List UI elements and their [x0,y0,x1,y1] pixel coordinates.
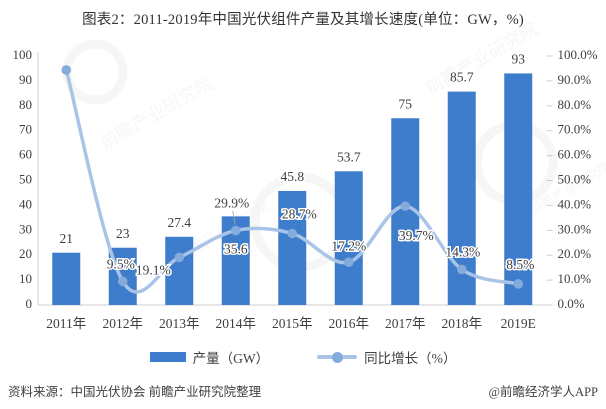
bar-2019E [504,73,533,306]
line-marker-2017年 [400,201,411,211]
right-axis-tick-label: 90.0% [558,72,592,87]
x-axis-category-label: 2014年 [216,316,257,331]
bar-value-label: 35.6 [224,241,248,256]
bar-value-label: 27.4 [167,215,191,230]
x-axis-category-label: 2016年 [329,316,370,331]
right-axis-tick-label: 40.0% [558,196,592,211]
x-axis-category-label: 2018年 [442,316,483,331]
watermark-logo-icon [62,39,128,105]
x-axis-category-label: 2013年 [159,316,200,331]
line-marker-2012年 [117,276,128,287]
line-marker-2019E [513,279,524,289]
line-marker-2015年 [287,228,298,239]
line-marker-icon [332,351,344,363]
footer: 资料来源：中国光伏协会 前瞻产业研究院整理 @前瞻经济学人APP [8,381,598,400]
line-swatch-icon [317,351,358,363]
line-value-label: 8.5% [506,257,534,272]
line-value-label: 28.7% [282,207,317,222]
legend-growth-label: 同比增长（%） [364,351,457,366]
legend: 产量（GW） 同比增长（%） [0,347,606,367]
bar-swatch-icon [149,352,186,362]
chart-title: 图表2：2011-2019年中国光伏组件产量及其增长速度(单位：GW，%) [82,12,524,28]
right-axis-tick-label: 80.0% [558,97,592,112]
line-value-label: 17.2% [331,238,366,253]
axes: 0 10 20 30 40 50 60 70 80 90 100 0.0% 10.0% 20.0% 30.0… [13,47,598,331]
right-axis-tick-label: 0.0% [558,296,585,311]
line-marker-2014年 [230,225,241,236]
right-axis-tick-label: 70.0% [558,122,592,137]
line-value-label: 39.7% [399,228,434,243]
bar-value-label: 85.7 [450,70,474,85]
left-axis-tick-label: 10 [19,271,32,286]
line-marker-2018年 [456,264,467,275]
left-axis-tick-label: 100 [13,47,33,62]
bar-2011年 [52,252,81,305]
x-axis-category-label: 2012年 [103,316,144,331]
x-axis-category-label: 2019E [501,316,536,331]
left-axis-tick-label: 70 [19,122,32,137]
x-axis-category-label: 2011年 [46,316,86,331]
line-labels: 9.5% 19.1% 29.9% 28.7% 17.2% 39.7% 14.3% 8.5% [105,194,536,279]
label-leader-line [232,210,236,225]
left-axis-tick-label: 80 [19,97,32,112]
legend-production-label: 产量（GW） [192,351,270,366]
bar-2015年 [278,190,307,305]
bar-value-label: 75 [399,96,413,111]
bar-value-label: 21 [60,231,74,246]
left-axis-tick-label: 20 [19,246,32,261]
bar-labels: 21 23 27.4 35.6 45.8 53.7 75 85.7 93 [58,50,527,258]
x-axis-category-label: 2015年 [272,316,313,331]
right-axis-tick-label: 100.0% [558,47,598,62]
line-value-label: 29.9% [214,196,249,211]
right-axis-tick-label: 60.0% [558,147,592,162]
bar-value-label: 45.8 [280,169,304,184]
right-axis-tick-label: 20.0% [558,246,592,261]
bar-value-label: 93 [512,52,526,67]
right-axis-tick-label: 10.0% [558,271,592,286]
line-marker-2016年 [343,257,354,267]
left-axis-tick-label: 0 [26,296,33,311]
line-value-label: 19.1% [136,263,171,278]
right-axis-tick-label: 30.0% [558,221,592,236]
left-axis-tick-label: 40 [19,196,32,211]
bar-2016年 [334,171,363,305]
line-value-label: 9.5% [107,256,135,271]
bar-value-label: 53.7 [337,149,361,164]
line-marker-2011年 [61,65,72,75]
left-axis-tick-label: 90 [19,72,32,87]
left-axis-tick-label: 30 [19,221,32,236]
left-axis-tick-label: 60 [19,147,32,162]
source-note: 资料来源：中国光伏协会 前瞻产业研究院整理 [8,385,262,399]
bar-value-label: 23 [116,226,130,241]
x-axis-category-label: 2017年 [385,316,426,331]
bar-2013年 [165,236,194,305]
left-axis-tick-label: 50 [19,171,32,186]
line-value-label: 14.3% [445,244,480,259]
credit-note: @前瞻经济学人APP [488,385,598,399]
right-axis-tick-label: 50.0% [558,171,592,186]
line-marker-2013年 [174,252,185,263]
legend-item-growth: 同比增长（%） [317,347,456,367]
legend-item-production: 产量（GW） [149,347,270,367]
